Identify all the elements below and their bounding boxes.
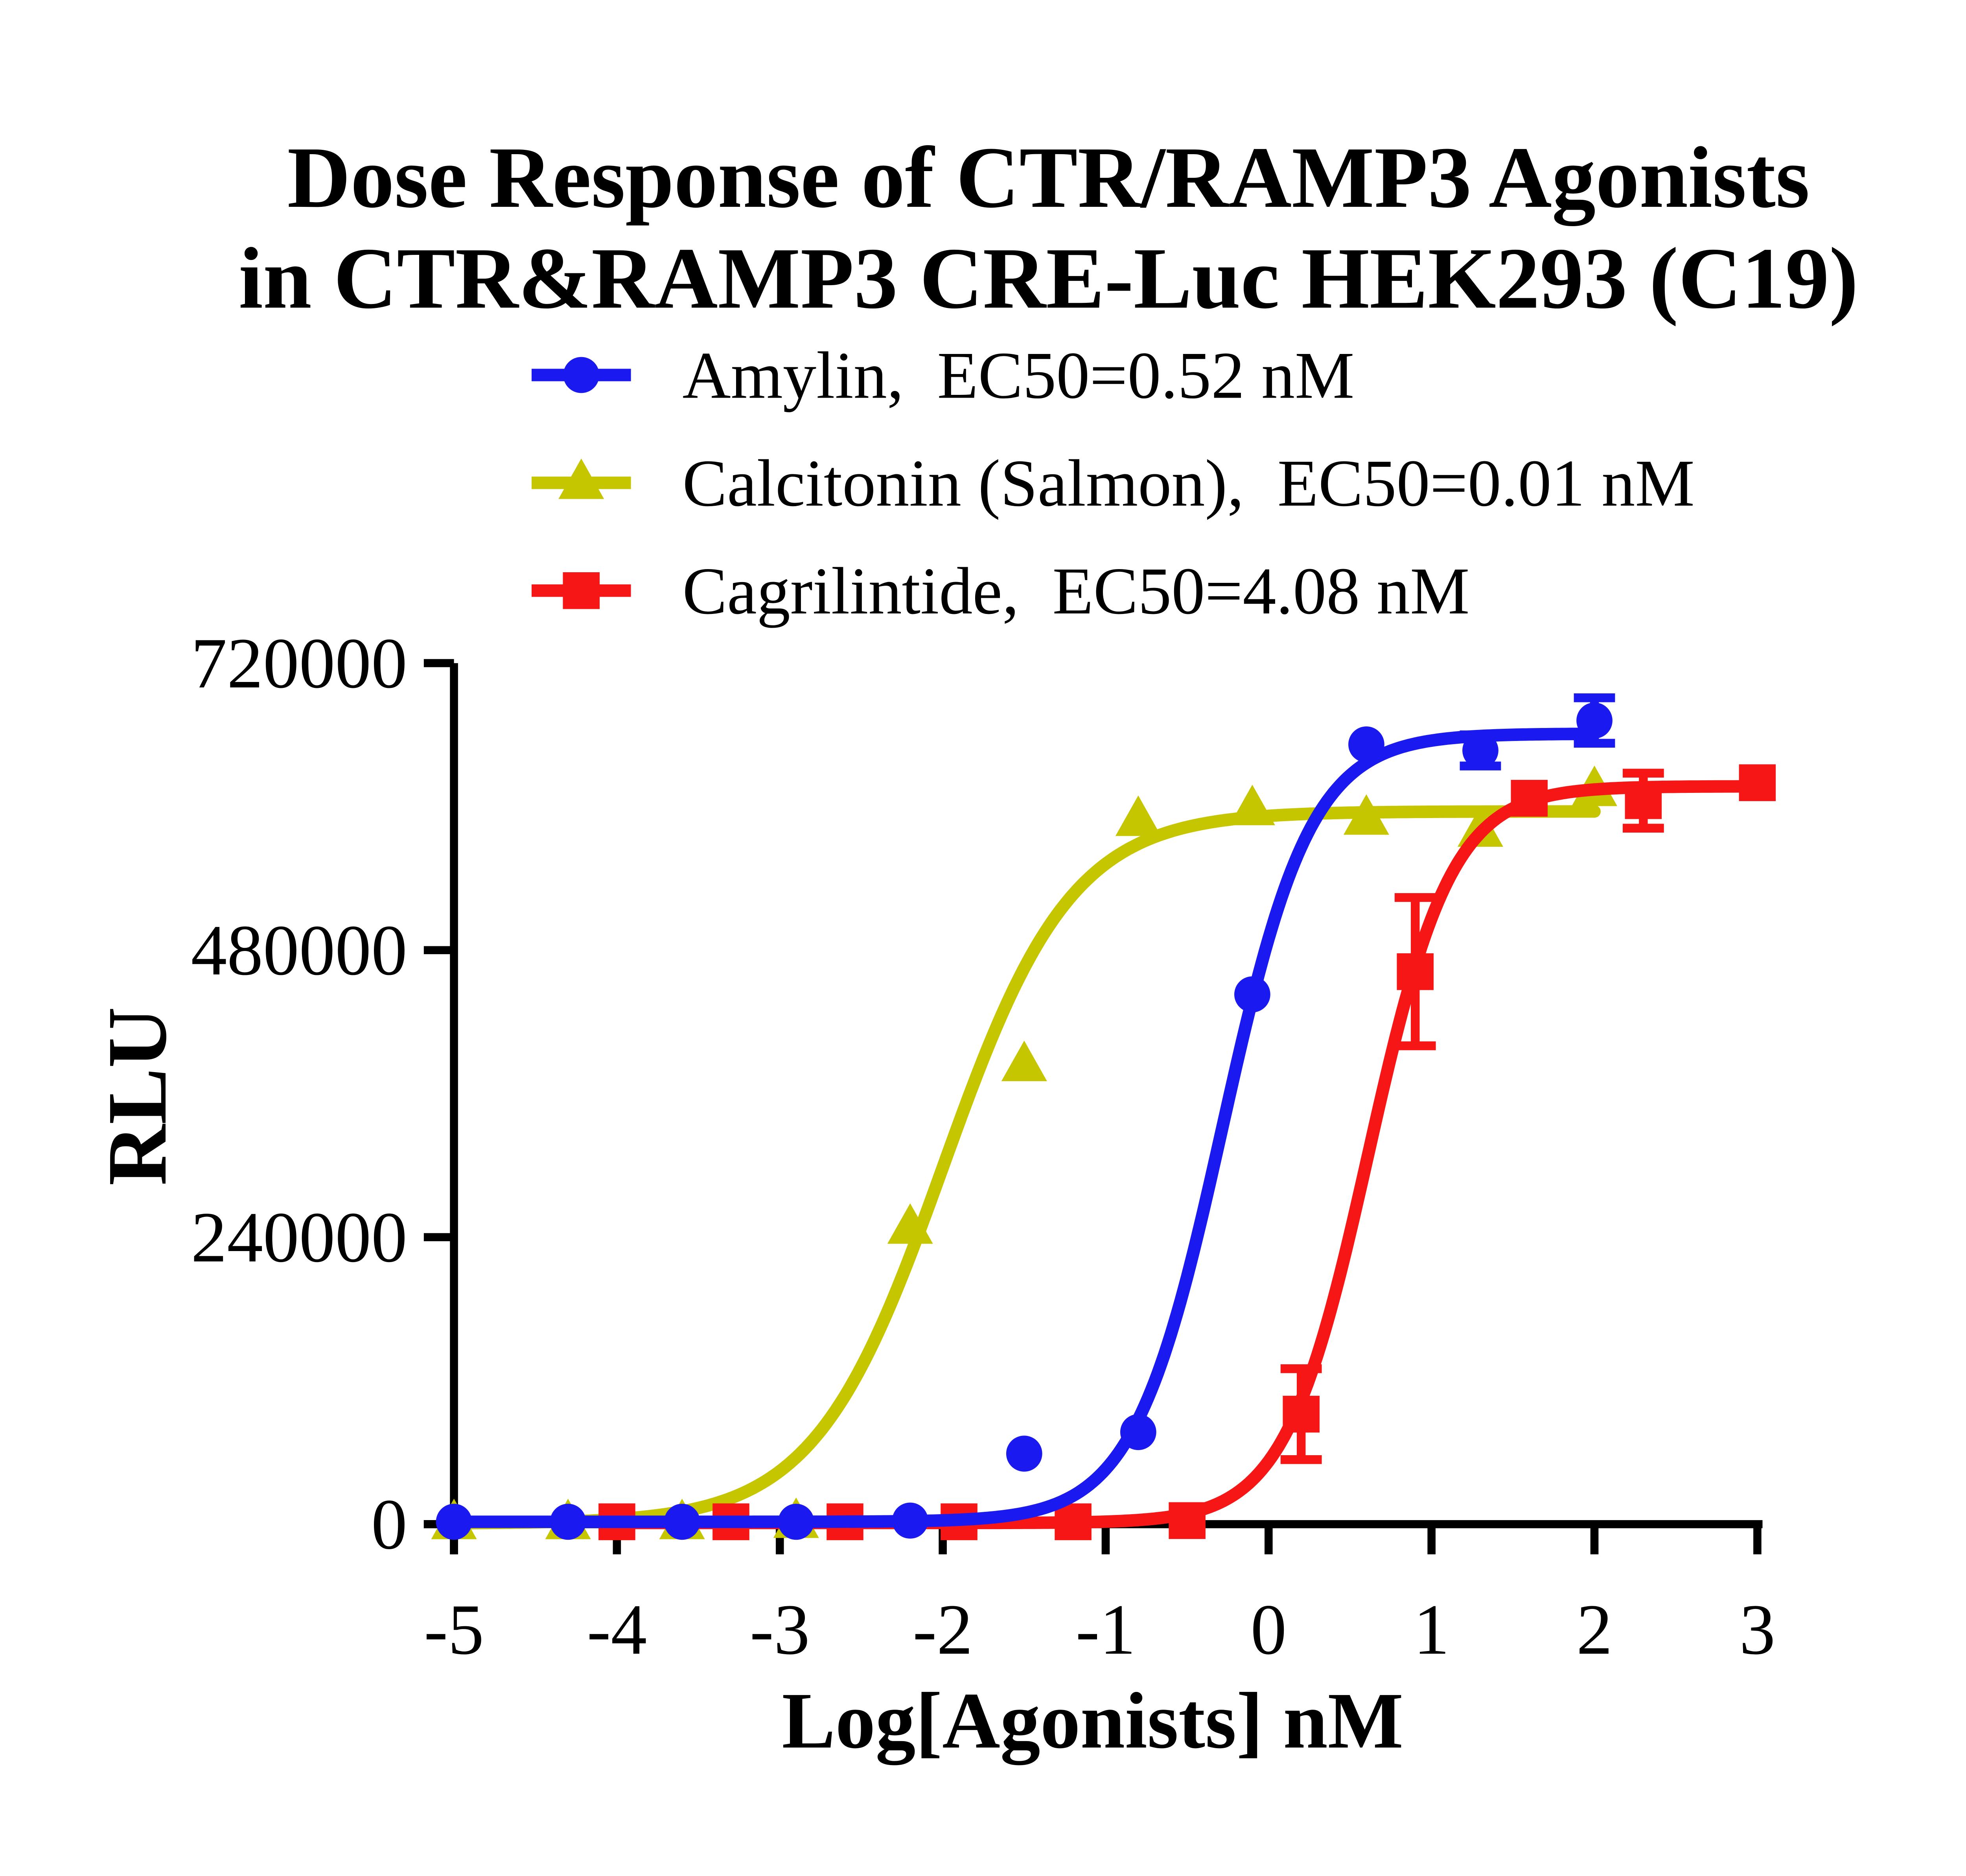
legend-marker-square-icon xyxy=(563,572,600,609)
chart-title-line1: Dose Response of CTR/RAMP3 Agonists xyxy=(287,129,1810,226)
cagrilintide-fit-curve xyxy=(611,780,1764,1530)
y-tick-label: 0 xyxy=(371,1484,407,1564)
chart-title-line2: in CTR&RAMP3 CRE-Luc HEK293 (C19) xyxy=(239,230,1858,327)
cagrilintide-data-point-marker xyxy=(1511,780,1548,817)
amylin-data-point-marker xyxy=(1576,702,1613,739)
x-tick-label: 3 xyxy=(1740,1590,1776,1670)
chart-legend: Amylin, EC50=0.52 nM Calcitonin (Salmon),… xyxy=(531,338,1695,628)
x-tick-label: -3 xyxy=(750,1590,810,1670)
cagrilintide-data-point-marker xyxy=(1169,1502,1206,1539)
calcitonin-salmon-fit-curve xyxy=(447,805,1601,1530)
amylin-data-point-marker xyxy=(778,1504,814,1540)
calcitonin-salmon-data-point-marker xyxy=(887,1203,933,1244)
x-tick-label: 2 xyxy=(1576,1590,1613,1670)
calcitonin-salmon-data-point-marker xyxy=(1229,785,1275,826)
legend-item-amylin: Amylin, EC50=0.52 nM xyxy=(531,338,1355,412)
amylin-data-point-marker xyxy=(1234,976,1270,1013)
calcitonin-salmon-data-point-marker xyxy=(1115,795,1161,836)
y-tick-label: 720000 xyxy=(191,623,407,703)
y-tick-label: 480000 xyxy=(191,910,407,990)
x-tick-label: 0 xyxy=(1250,1590,1287,1670)
y-axis-title: RLU xyxy=(90,1007,184,1185)
amylin-data-point-marker xyxy=(1006,1436,1042,1472)
x-tick-label: -1 xyxy=(1076,1590,1136,1670)
calcitonin-salmon-data-point-marker xyxy=(1001,1041,1047,1081)
legend-label-cagrilintide: Cagrilintide, EC50=4.08 nM xyxy=(683,554,1470,628)
amylin-data-point-marker xyxy=(1348,726,1384,763)
x-tick-label: -5 xyxy=(424,1590,484,1670)
cagrilintide-data-point-marker xyxy=(1397,953,1434,990)
amylin-data-point-marker xyxy=(1120,1414,1156,1450)
x-axis-title: Log[Agonists] nM xyxy=(782,1676,1403,1765)
legend-item-calcitonin-salmon: Calcitonin (Salmon), EC50=0.01 nM xyxy=(531,446,1695,520)
legend-label-amylin: Amylin, EC50=0.52 nM xyxy=(683,338,1355,412)
legend-marker-circle-icon xyxy=(563,357,600,393)
legend-item-cagrilintide: Cagrilintide, EC50=4.08 nM xyxy=(531,554,1470,628)
amylin-data-point-marker xyxy=(892,1502,928,1539)
x-tick-label: -2 xyxy=(913,1590,973,1670)
series-cagrilintide xyxy=(598,764,1776,1541)
amylin-data-point-marker xyxy=(550,1504,586,1540)
x-tick-label: 1 xyxy=(1414,1590,1450,1670)
calcitonin-salmon-data-point-marker xyxy=(1343,794,1389,835)
x-tick-label: -4 xyxy=(587,1590,647,1670)
amylin-data-point-marker xyxy=(436,1504,472,1540)
legend-label-calcitonin-salmon: Calcitonin (Salmon), EC50=0.01 nM xyxy=(683,446,1695,520)
series-amylin xyxy=(436,693,1615,1540)
amylin-data-point-marker xyxy=(1462,732,1498,768)
cagrilintide-data-point-marker xyxy=(1055,1503,1092,1541)
cagrilintide-data-point-marker xyxy=(1283,1395,1320,1433)
cagrilintide-data-point-marker xyxy=(1739,764,1776,801)
amylin-fit-curve xyxy=(447,728,1601,1528)
series-calcitonin-salmon xyxy=(431,765,1618,1539)
cagrilintide-data-point-marker xyxy=(1625,782,1662,819)
amylin-data-point-marker xyxy=(664,1504,700,1540)
y-tick-label: 240000 xyxy=(191,1197,407,1277)
legend-marker-triangle-icon xyxy=(558,458,604,499)
